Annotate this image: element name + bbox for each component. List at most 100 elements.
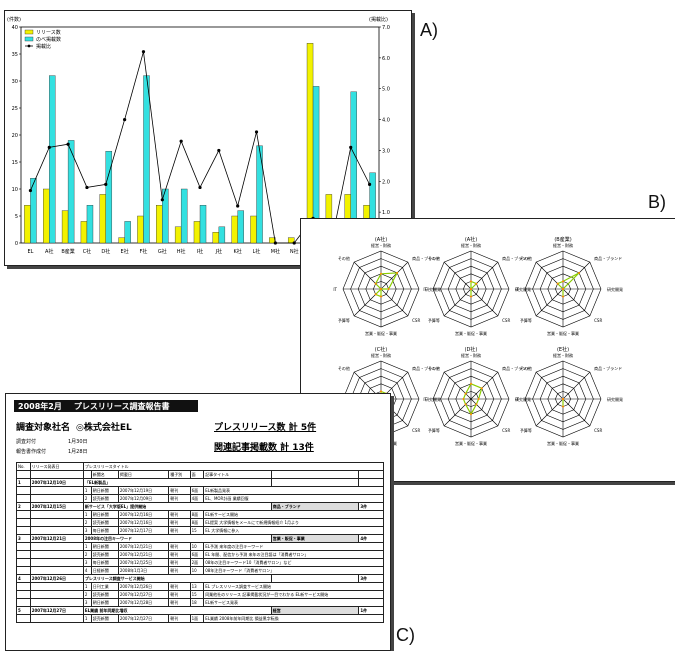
meta2-label: 報告書作成付: [16, 449, 47, 455]
y-tick-left: 20: [12, 133, 18, 139]
article-edition: 朝刊: [168, 486, 191, 495]
blank-cell: [16, 614, 31, 623]
y-tick-right: 2.0: [382, 179, 390, 185]
company-label: 調査対象社名: [16, 423, 71, 433]
radar-spoke: [562, 288, 591, 317]
radar-axis-label: 商品・ブランド: [594, 255, 622, 261]
article-edition: 朝刊: [168, 526, 191, 535]
ratio-point: [66, 142, 70, 146]
article-page: 15: [189, 526, 205, 535]
blank-cell: [29, 518, 84, 527]
table-row: 3 朝日新聞 2007年12月28日 朝刊 18 EL新サービス発表: [16, 598, 384, 607]
radar-title: (B産業): [554, 236, 571, 243]
article-date: 2007年12月27日: [117, 614, 170, 623]
blank-cell: [16, 526, 31, 535]
release-category: 営業・販促・事業: [270, 534, 360, 543]
table-row: 1 朝日新聞 2007年12月16日 朝刊 8面 EL新サービス開始: [16, 510, 384, 519]
radar-axis-label: 経営・財務: [553, 242, 573, 248]
table-row: 1 2007年12月10日 「EL新製品」: [16, 478, 384, 487]
article-index: 3: [82, 558, 92, 567]
radar-axis-label: 予算等: [428, 427, 440, 433]
radar-axis-label: IT: [515, 287, 519, 292]
y-tick-left: 5: [15, 214, 18, 220]
blank-cell: [16, 582, 31, 591]
radar-point: [562, 288, 564, 290]
blank-cell: [29, 542, 84, 551]
radar-axis-label: 営業・販促・事業: [547, 330, 579, 336]
blank-cell: [16, 550, 31, 559]
radar-point: [462, 398, 465, 400]
ratio-point: [47, 145, 51, 149]
y-tick-right: 6.0: [382, 56, 390, 62]
article-date: 2007年12月19日: [117, 486, 170, 495]
x-tick-label: M社: [271, 248, 280, 255]
company-name: ◎株式会社EL: [76, 423, 132, 433]
release-category: [270, 574, 360, 583]
bar-articles: [86, 204, 94, 244]
article-edition: 朝刊: [168, 614, 191, 623]
radar-spoke: [535, 398, 564, 427]
meta2-value: 1月28日: [68, 449, 88, 455]
release-article-count: 3件: [358, 574, 384, 583]
blank-cell: [16, 566, 31, 575]
bar-releases: [137, 215, 144, 244]
label-a: A): [420, 20, 438, 40]
x-tick-label: K社: [234, 248, 242, 255]
radar-spoke: [562, 398, 591, 427]
table-row: 1 読売新聞 2007年12月27日 朝刊 1面 EL業績 2008年前年同期比 損益黒字…: [16, 614, 384, 623]
article-paper: 読売新聞: [90, 590, 119, 599]
release-article-count: 3件: [358, 502, 384, 511]
ratio-point: [198, 185, 202, 190]
bar-releases: [118, 237, 125, 244]
radar-axis-label: CSR: [502, 428, 510, 433]
radar-axis-label: 営業・販促・事業: [547, 440, 579, 446]
radar-charts-panel: (A社) 経営・財務 商品・ブランド 研究開発 CSR 営業・販促・事業 予算等 IT その他(…: [300, 218, 675, 482]
table-row: 5 2007年12月27日 EL業績 前年同期比増収 経営 1件: [16, 606, 384, 615]
release-date: 2007年12月15日: [29, 502, 84, 511]
article-paper: 毎日新聞: [90, 526, 119, 535]
article-title: EL新サービス発表: [203, 598, 384, 607]
bar-releases: [250, 215, 257, 244]
article-title: EL 年間、配信から予測 来年の注目語は「消費者サロン」: [203, 550, 384, 559]
radar-title: (E社): [557, 346, 569, 353]
sub-header: [16, 470, 31, 479]
article-date: 2007年12月21日: [117, 542, 170, 551]
ratio-point: [217, 148, 221, 153]
ratio-point: [141, 50, 146, 54]
bar-releases: [174, 226, 182, 244]
article-title: 08年の注目キーワード10「消費者サロン」など: [203, 558, 384, 567]
radar-axis-label: CSR: [412, 428, 420, 433]
x-tick-label: L社: [253, 248, 261, 255]
table-row: 4 日経新聞 2008年1月3日 朝刊 10 08年注目キーワード「消費者サロン」: [16, 566, 384, 575]
radar-axis-label: 営業・販促・事業: [365, 330, 397, 336]
article-date: 2007年12月27日: [117, 590, 170, 599]
article-date: 2007年12月25日: [117, 558, 170, 567]
ratio-point: [349, 145, 353, 149]
article-paper: 読売新聞: [90, 518, 119, 527]
release-no: 5: [16, 606, 31, 615]
sub-header: [82, 470, 92, 479]
article-page: 15: [189, 590, 205, 599]
report-table: No. リリース発表日 プレスリリースタイトル 新聞名 掲載日 種子別面記事タイトル 1 20…: [16, 462, 385, 623]
blank-cell: [16, 590, 31, 599]
radar-point: [374, 293, 377, 296]
radar-axis-label: 経営・財務: [371, 352, 391, 358]
release-date: 2007年12月26日: [29, 574, 84, 583]
blank-cell: [29, 494, 84, 503]
radar-point: [556, 282, 559, 285]
radar-spoke: [470, 371, 499, 400]
article-paper: 朝日新聞: [90, 486, 119, 495]
article-index: 2: [82, 494, 92, 503]
article-index: 1: [82, 542, 92, 551]
x-tick-label: B産業: [61, 248, 74, 255]
x-tick-label: F社: [140, 248, 148, 255]
blank-cell: [16, 494, 31, 503]
radar-axis-label: CSR: [412, 318, 420, 323]
sub-header: [29, 470, 84, 479]
article-title: EL新サービス開始: [203, 510, 384, 519]
table-row: 3 毎日新聞 2007年12月25日 朝刊 2面 08年の注目キーワード10「消費者サロン…: [16, 558, 384, 567]
legend-swatch: [24, 36, 34, 42]
radar-axis-label: 予算等: [520, 317, 532, 323]
radar-axis-label: 予算等: [520, 427, 532, 433]
legend-label: 掲載比: [36, 43, 51, 50]
